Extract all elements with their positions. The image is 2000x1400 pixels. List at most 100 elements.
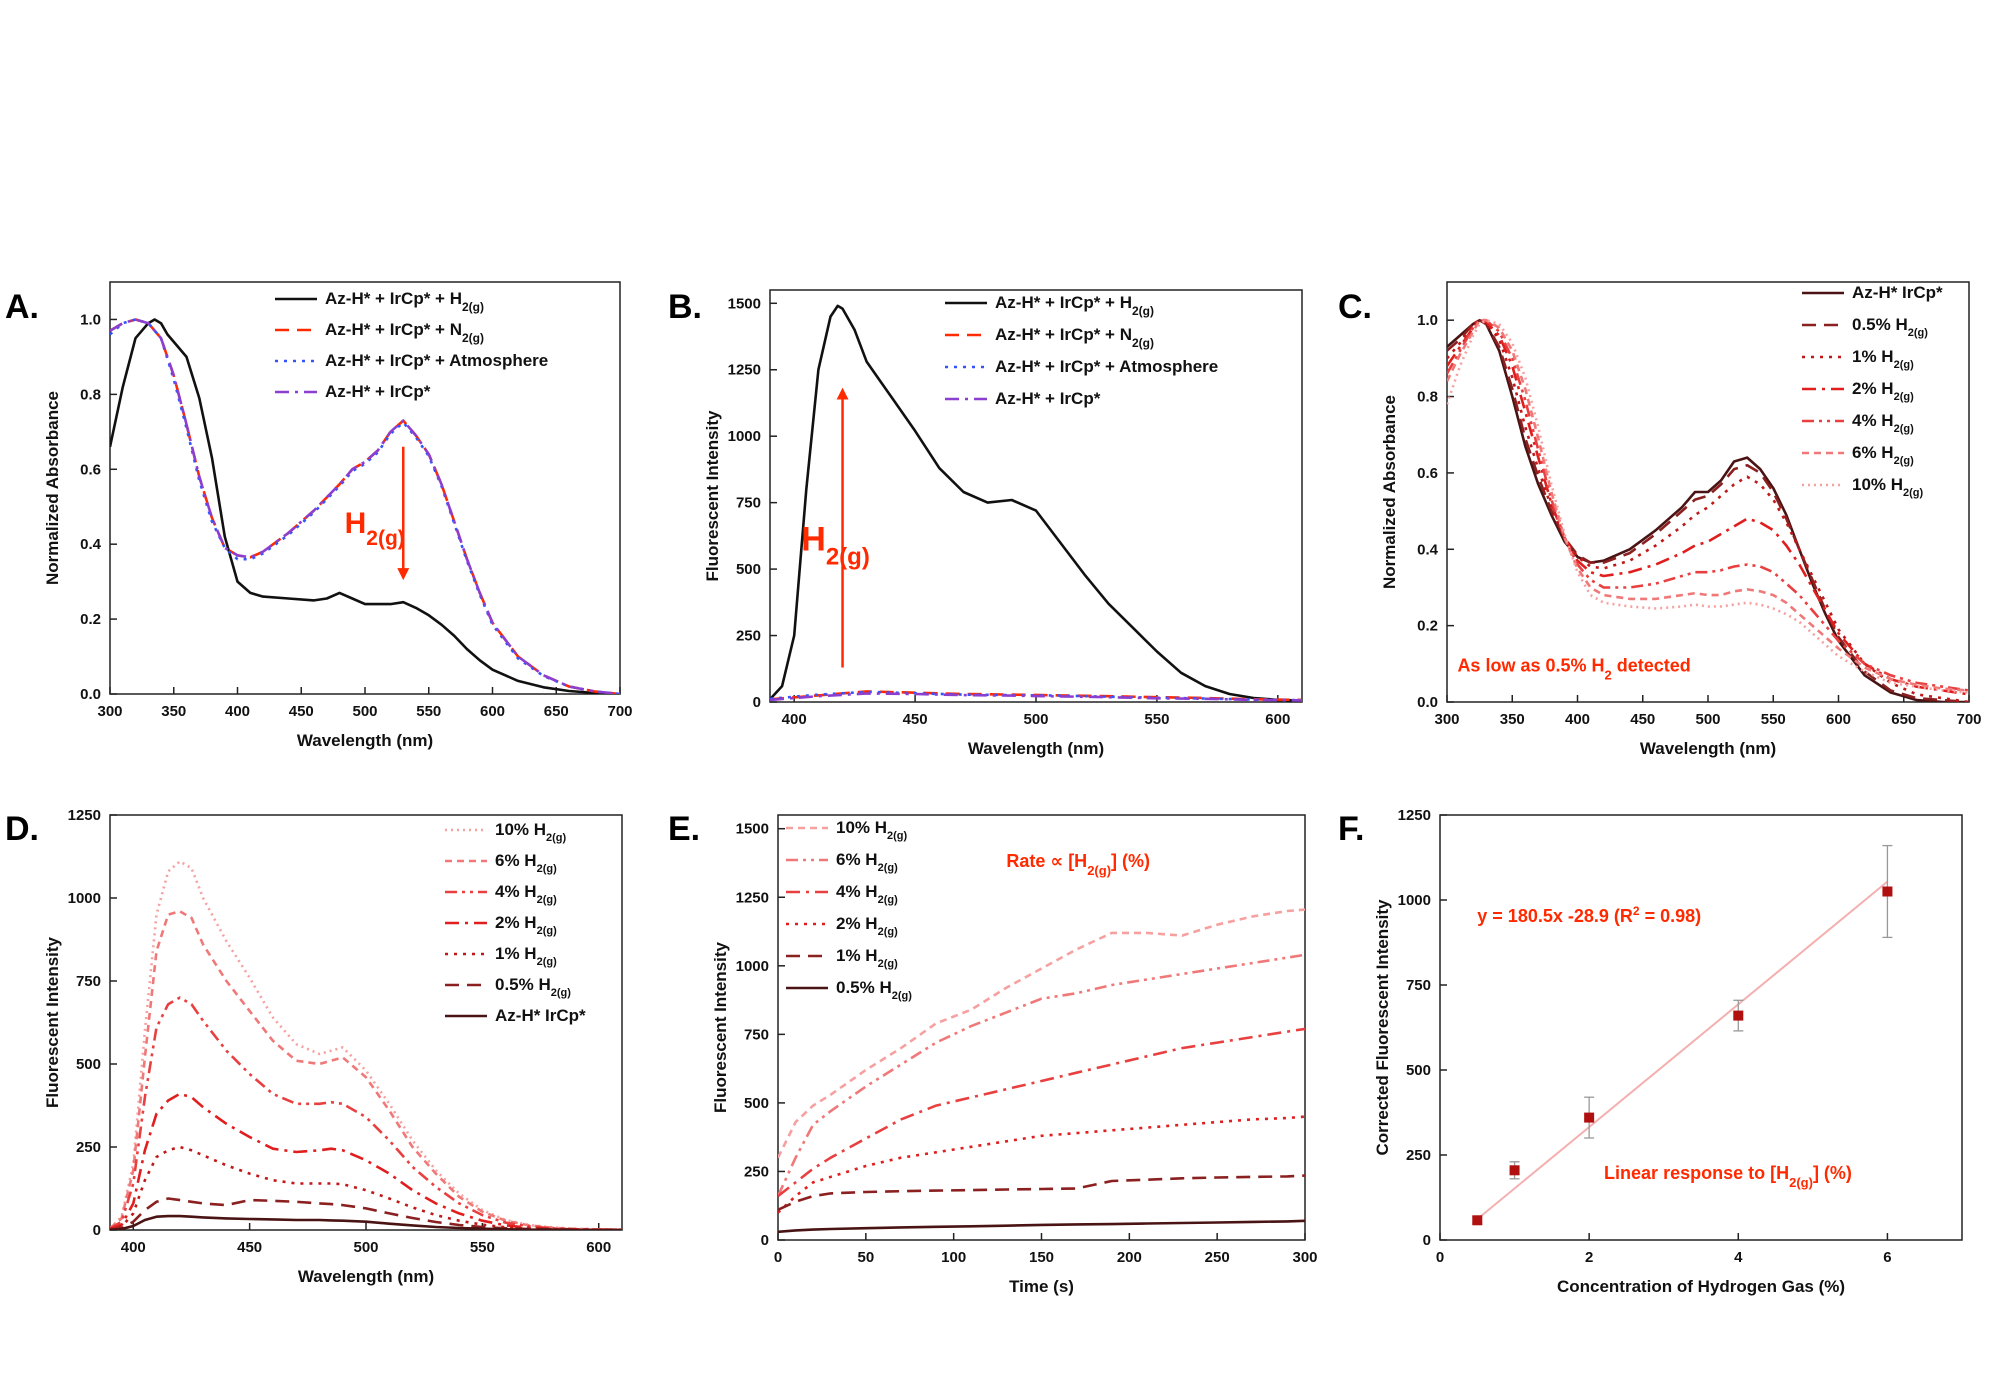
panel-c: C. 300 350 400 450 500 550 600 650 700 0.0 0.2 0.4 0.… [1338, 281, 1982, 758]
x-tick-label: 0 [1436, 1249, 1444, 1266]
y-tick-label: 0.8 [1417, 389, 1438, 406]
y-tick-label: 0 [93, 1222, 101, 1239]
linear-annotation: Linear response to [H2(g)] (%) [1604, 1163, 1852, 1190]
x-tick-label: 500 [352, 703, 377, 720]
y-tick-label: 1250 [68, 807, 101, 824]
legend-label: 4% H2(g) [495, 882, 557, 906]
x-tick-label: 450 [1630, 711, 1655, 728]
legend-label: 2% H2(g) [495, 913, 557, 937]
data-point [1509, 1165, 1520, 1176]
y-tick-label: 250 [76, 1139, 101, 1156]
legend-label: 6% H2(g) [1852, 443, 1914, 467]
series-line [1447, 318, 1969, 702]
y-tick-label: 750 [736, 495, 761, 512]
x-tick-label: 400 [121, 1239, 146, 1256]
y-tick-label: 500 [1406, 1062, 1431, 1079]
x-tick-label: 650 [544, 703, 569, 720]
y-tick-label: 0.4 [1417, 541, 1439, 558]
panel-label: F. [1338, 810, 1364, 848]
legend-label: 1% H2(g) [495, 944, 557, 968]
series-line [778, 908, 1305, 1159]
y-tick-label: 1000 [728, 428, 761, 445]
y-axis-label: Normalized Absorbance [1380, 395, 1399, 589]
y-tick-label: 0.2 [80, 611, 101, 628]
x-tick-label: 700 [607, 703, 632, 720]
panel-d: D. 400 450 500 550 600 0 250 500 750 1000 1250 Wavel… [5, 807, 623, 1286]
y-tick-label: 1.0 [1417, 312, 1438, 329]
y-tick-label: 500 [744, 1095, 769, 1112]
legend-label: Az-H* + IrCp* + Atmosphere [325, 351, 548, 370]
panel-b: B. 400 450 500 550 600 0 250 500 750 1000 1250 1500 W… [668, 288, 1303, 758]
y-axis-label: Fluorescent Intensity [703, 410, 722, 582]
panel-label: E. [668, 810, 700, 848]
y-tick-label: 1250 [728, 362, 761, 379]
y-tick-label: 1000 [1398, 892, 1431, 909]
x-tick-label: 0 [774, 1249, 782, 1266]
y-tick-label: 1000 [736, 958, 769, 975]
legend-label: 6% H2(g) [495, 851, 557, 875]
panel-f: F. 0 2 4 6 0 250 500 750 1000 1250 Concentration of… [1338, 807, 1963, 1296]
x-tick-label: 700 [1956, 711, 1981, 728]
legend-label: 1% H2(g) [836, 946, 898, 970]
x-tick-label: 550 [416, 703, 441, 720]
y-tick-label: 1.0 [80, 311, 101, 328]
series-line [1447, 318, 1969, 696]
series-line [110, 910, 622, 1230]
legend-label: 10% H2(g) [1852, 475, 1924, 499]
legend-label: 10% H2(g) [495, 820, 567, 844]
y-tick-label: 1250 [1398, 807, 1431, 824]
x-tick-label: 200 [1117, 1249, 1142, 1266]
legend-label: 4% H2(g) [1852, 411, 1914, 435]
x-tick-label: 550 [470, 1239, 495, 1256]
x-tick-label: 50 [857, 1249, 874, 1266]
x-tick-label: 2 [1585, 1249, 1593, 1266]
y-tick-label: 1500 [736, 821, 769, 838]
x-tick-label: 300 [97, 703, 122, 720]
legend-label: Az-H* + IrCp* [995, 389, 1101, 408]
x-tick-label: 300 [1292, 1249, 1317, 1266]
x-axis-label: Concentration of Hydrogen Gas (%) [1557, 1277, 1845, 1296]
x-tick-label: 550 [1144, 711, 1169, 728]
y-tick-label: 500 [76, 1056, 101, 1073]
y-tick-label: 0 [761, 1232, 769, 1249]
x-tick-label: 650 [1891, 711, 1916, 728]
series-line [1447, 318, 1969, 702]
panel-label: D. [5, 810, 39, 848]
legend-label: 0.5% H2(g) [1852, 315, 1928, 339]
series-line [1447, 318, 1969, 702]
legend-label: Az-H* + IrCp* [325, 382, 431, 401]
x-tick-label: 150 [1029, 1249, 1054, 1266]
data-point [1472, 1215, 1483, 1226]
data-point [1733, 1010, 1744, 1021]
legend-label: Az-H* IrCp* [1852, 283, 1943, 302]
plot-frame [769, 289, 1303, 703]
x-tick-label: 600 [1826, 711, 1851, 728]
x-tick-label: 6 [1883, 1249, 1891, 1266]
series-line [778, 1174, 1305, 1211]
legend-label: 4% H2(g) [836, 882, 898, 906]
plot-frame [1439, 814, 1963, 1241]
x-tick-label: 600 [480, 703, 505, 720]
x-tick-label: 600 [1265, 711, 1290, 728]
y-tick-label: 250 [744, 1163, 769, 1180]
y-tick-label: 0 [753, 694, 761, 711]
legend-label: 2% H2(g) [1852, 379, 1914, 403]
panel-label: C. [1338, 288, 1372, 326]
data-point [1584, 1112, 1595, 1123]
legend-label: Az-H* + IrCp* + Atmosphere [995, 357, 1218, 376]
x-tick-label: 400 [1565, 711, 1590, 728]
detection-annotation: As low as 0.5% H2 detected [1457, 655, 1690, 682]
series-line [778, 1219, 1305, 1234]
series-line [110, 318, 620, 694]
series-line [110, 1092, 622, 1230]
x-tick-label: 450 [237, 1239, 262, 1256]
x-axis-label: Wavelength (nm) [297, 731, 433, 750]
plot-frame [109, 281, 621, 695]
x-tick-label: 500 [1023, 711, 1048, 728]
y-tick-label: 0.6 [80, 461, 101, 478]
series-line [1447, 318, 1969, 692]
y-tick-label: 0.6 [1417, 465, 1438, 482]
y-axis-label: Fluorescent Intensity [711, 941, 730, 1113]
h2-annotation: H2(g) [345, 507, 405, 550]
